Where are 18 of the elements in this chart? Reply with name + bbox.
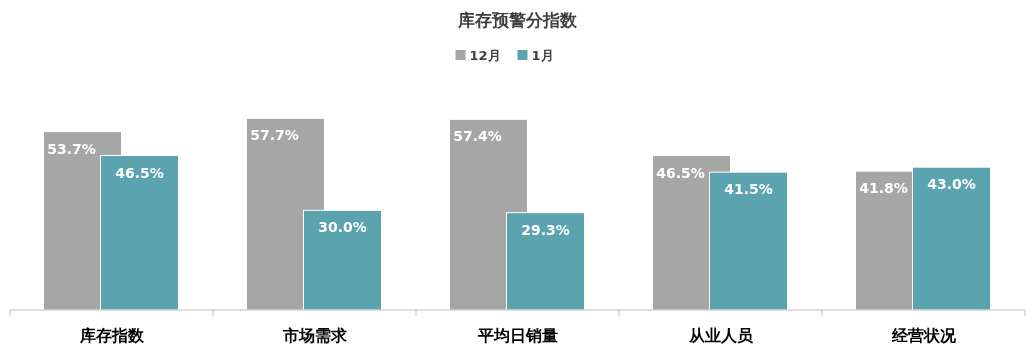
legend-label: 1月 — [531, 48, 554, 63]
x-tick-label: 经营状况 — [890, 326, 957, 345]
data-label: 46.5% — [115, 164, 164, 181]
data-label: 57.4% — [453, 128, 502, 145]
x-tick-label: 平均日销量 — [476, 326, 558, 345]
data-label: 30.0% — [318, 219, 367, 236]
data-label: 41.8% — [859, 180, 908, 197]
data-label: 46.5% — [656, 164, 705, 181]
data-label: 57.7% — [250, 127, 299, 144]
data-label: 43.0% — [927, 176, 976, 193]
legend-label: 12月 — [469, 48, 501, 63]
data-label: 41.5% — [724, 181, 773, 198]
data-label: 53.7% — [47, 140, 96, 157]
x-tick-label: 从业人员 — [687, 326, 754, 345]
x-tick-label: 市场需求 — [281, 326, 348, 345]
x-tick-label: 库存指数 — [78, 326, 145, 345]
data-label: 29.3% — [521, 221, 570, 238]
chart-title: 库存预警分指数 — [457, 10, 578, 30]
